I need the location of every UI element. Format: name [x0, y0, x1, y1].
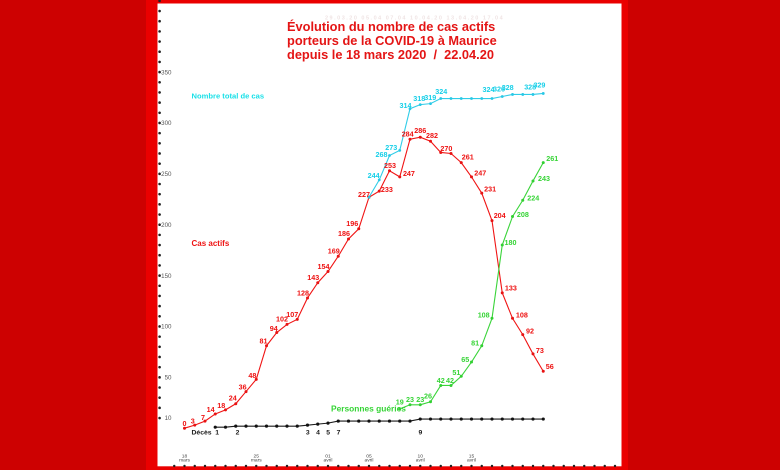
svg-text:9: 9	[419, 430, 423, 437]
svg-text:224: 224	[527, 194, 539, 203]
svg-text:319: 319	[424, 93, 436, 102]
svg-text:42: 42	[437, 376, 445, 385]
svg-text:108: 108	[478, 311, 490, 320]
svg-text:150: 150	[161, 273, 172, 280]
svg-text:3: 3	[191, 416, 195, 425]
svg-text:204: 204	[494, 211, 506, 220]
svg-text:73: 73	[536, 346, 544, 355]
svg-text:05: 05	[366, 454, 372, 460]
svg-text:26: 26	[424, 392, 432, 401]
svg-text:180: 180	[505, 238, 517, 247]
svg-text:avril: avril	[324, 458, 333, 464]
svg-text:01: 01	[325, 454, 331, 460]
svg-text:270: 270	[440, 144, 452, 153]
svg-text:10: 10	[165, 415, 172, 422]
svg-text:286: 286	[414, 126, 426, 135]
svg-text:247: 247	[403, 169, 415, 178]
svg-text:24: 24	[229, 394, 237, 403]
svg-text:284: 284	[402, 130, 414, 139]
svg-text:200: 200	[161, 222, 172, 229]
svg-text:81: 81	[471, 338, 479, 347]
svg-text:65: 65	[461, 355, 469, 364]
svg-text:92: 92	[526, 326, 534, 335]
svg-text:25: 25	[254, 454, 260, 460]
svg-text:18: 18	[217, 401, 225, 410]
svg-text:314: 314	[400, 101, 412, 110]
svg-text:7: 7	[337, 430, 341, 437]
svg-text:282: 282	[426, 131, 438, 140]
svg-text:324: 324	[483, 85, 495, 94]
svg-text:Personnes guéries: Personnes guéries	[331, 404, 406, 414]
svg-text:Décès 1: Décès 1	[192, 430, 220, 437]
svg-text:56: 56	[546, 362, 554, 371]
svg-text:196: 196	[346, 219, 358, 228]
svg-text:51: 51	[452, 368, 460, 377]
svg-text:243: 243	[538, 174, 550, 183]
svg-text:36: 36	[239, 382, 247, 391]
svg-text:5: 5	[326, 430, 330, 437]
svg-text:10: 10	[418, 454, 424, 460]
svg-text:328: 328	[524, 82, 536, 91]
svg-text:261: 261	[462, 152, 474, 161]
svg-text:233: 233	[381, 185, 393, 194]
svg-text:48: 48	[248, 371, 256, 380]
svg-text:23: 23	[406, 395, 414, 404]
svg-text:169: 169	[328, 247, 340, 256]
svg-text:328: 328	[502, 83, 514, 92]
svg-text:324: 324	[435, 87, 447, 96]
svg-text:15: 15	[469, 454, 475, 460]
svg-text:247: 247	[474, 169, 486, 178]
svg-text:227: 227	[358, 190, 370, 199]
svg-text:23: 23	[416, 395, 424, 404]
svg-text:108: 108	[516, 311, 528, 320]
svg-text:avril: avril	[365, 458, 374, 464]
svg-text:100: 100	[161, 324, 172, 331]
svg-text:273: 273	[385, 143, 397, 152]
svg-text:mars: mars	[251, 458, 262, 464]
svg-text:avril: avril	[467, 458, 476, 464]
svg-text:102: 102	[276, 315, 288, 324]
svg-text:350: 350	[161, 69, 172, 76]
svg-text:mars: mars	[179, 458, 190, 464]
svg-text:326: 326	[493, 84, 505, 93]
svg-text:Nombre total de cas: Nombre total de cas	[192, 91, 265, 100]
svg-text:154: 154	[318, 262, 330, 271]
svg-text:7: 7	[201, 413, 205, 422]
svg-text:250: 250	[161, 171, 172, 178]
svg-text:14: 14	[207, 405, 215, 414]
svg-text:19: 19	[396, 398, 404, 407]
svg-text:0: 0	[183, 419, 187, 428]
svg-text:29.03.20 05.04 07.04: 29.03.20 05.04 07.04 10.04.20 13.04.20 1…	[325, 16, 504, 22]
svg-text:300: 300	[161, 120, 172, 127]
svg-text:107: 107	[286, 310, 298, 319]
svg-text:329: 329	[533, 81, 545, 90]
svg-text:2: 2	[236, 430, 240, 437]
svg-text:18: 18	[182, 454, 188, 460]
svg-text:268: 268	[376, 150, 388, 159]
svg-text:143: 143	[307, 273, 319, 282]
svg-text:3: 3	[306, 430, 310, 437]
svg-text:231: 231	[484, 184, 496, 193]
svg-text:318: 318	[413, 94, 425, 103]
svg-text:186: 186	[338, 229, 350, 238]
svg-text:Cas actifs: Cas actifs	[192, 239, 230, 248]
svg-text:81: 81	[260, 337, 268, 346]
svg-text:253: 253	[384, 161, 396, 170]
svg-text:50: 50	[165, 375, 172, 382]
svg-text:261: 261	[546, 154, 558, 163]
svg-text:128: 128	[297, 288, 309, 297]
svg-text:4: 4	[316, 430, 320, 437]
svg-text:avril: avril	[416, 458, 425, 464]
svg-text:244: 244	[368, 171, 380, 180]
svg-text:133: 133	[505, 283, 517, 292]
svg-text:208: 208	[517, 210, 529, 219]
svg-text:94: 94	[270, 324, 278, 333]
svg-text:42: 42	[446, 376, 454, 385]
